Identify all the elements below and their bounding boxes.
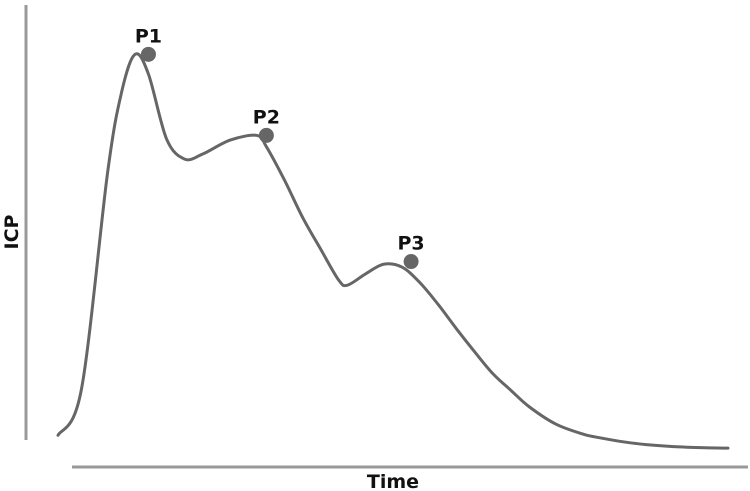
- peak-label-p2: P2: [253, 106, 280, 128]
- y-axis-label: ICP: [1, 214, 23, 249]
- peak-point-p1: [140, 46, 156, 62]
- icp-waveform-line: [56, 52, 730, 450]
- peak-point-p3: [403, 254, 419, 270]
- x-axis-label: Time: [367, 471, 419, 491]
- peak-label-p1: P1: [135, 25, 162, 47]
- peak-label-p3: P3: [398, 233, 425, 255]
- peak-markers: P1 P2 P3: [135, 25, 425, 270]
- peak-point-p2: [258, 127, 274, 143]
